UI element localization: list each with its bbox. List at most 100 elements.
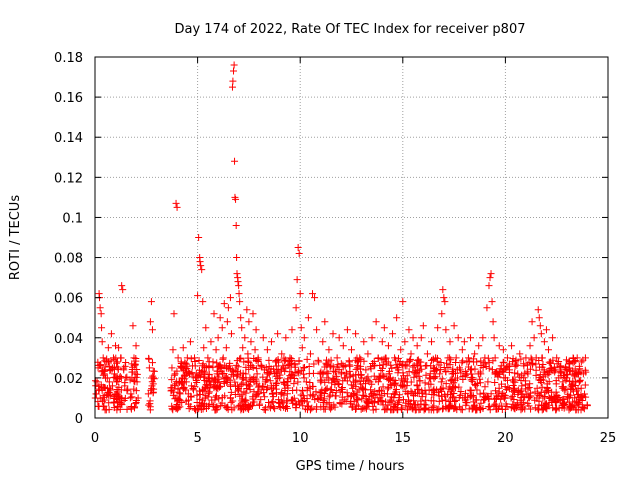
- data-points: [91, 61, 591, 414]
- data-point: [508, 342, 516, 350]
- data-point: [299, 364, 307, 372]
- data-point: [435, 405, 443, 413]
- data-point: [524, 370, 532, 378]
- data-point: [199, 386, 206, 394]
- data-point: [195, 405, 203, 413]
- data-point: [520, 374, 528, 382]
- data-point: [526, 342, 534, 350]
- data-point: [114, 358, 122, 366]
- data-point: [366, 392, 374, 400]
- data-point: [227, 398, 235, 406]
- data-point: [442, 380, 450, 388]
- data-point: [560, 386, 568, 394]
- data-point: [124, 385, 132, 393]
- data-point: [421, 362, 429, 370]
- data-point: [269, 397, 277, 405]
- data-point: [495, 342, 503, 350]
- data-point: [228, 83, 236, 91]
- data-point: [294, 244, 302, 252]
- data-point: [310, 360, 318, 368]
- data-point: [255, 390, 263, 398]
- data-point: [466, 393, 474, 401]
- data-point: [121, 382, 129, 390]
- data-point: [552, 406, 560, 414]
- data-point: [131, 360, 139, 368]
- data-point: [413, 342, 421, 350]
- data-point: [259, 382, 267, 390]
- data-point: [212, 346, 220, 354]
- data-point: [563, 394, 571, 402]
- data-point: [300, 334, 308, 342]
- data-point: [360, 392, 368, 400]
- data-point: [168, 405, 176, 413]
- data-point: [372, 318, 380, 326]
- data-point: [533, 384, 541, 392]
- data-point: [368, 334, 376, 342]
- data-point: [435, 392, 443, 400]
- data-point: [280, 364, 288, 372]
- data-point: [444, 354, 452, 362]
- data-point: [122, 358, 130, 366]
- data-point: [183, 365, 191, 373]
- data-point: [237, 314, 245, 322]
- data-point: [443, 359, 451, 367]
- data-point: [282, 356, 290, 364]
- data-point: [516, 396, 524, 404]
- data-point: [286, 354, 294, 362]
- data-point: [213, 403, 221, 411]
- data-point: [329, 330, 337, 338]
- data-point: [133, 365, 141, 373]
- data-point: [250, 388, 258, 396]
- data-point: [317, 370, 325, 378]
- data-point: [329, 374, 337, 382]
- data-point: [197, 262, 205, 270]
- data-point: [243, 384, 251, 392]
- data-point: [538, 354, 546, 362]
- data-point: [418, 393, 426, 401]
- data-point: [367, 386, 375, 394]
- data-point: [221, 374, 229, 382]
- data-point: [201, 394, 209, 402]
- data-point: [370, 362, 378, 370]
- data-point: [521, 393, 529, 401]
- data-point: [542, 326, 550, 334]
- data-point: [503, 354, 511, 362]
- data-point: [356, 354, 364, 362]
- data-point: [535, 397, 543, 405]
- data-point: [222, 404, 230, 412]
- data-point: [227, 381, 235, 389]
- data-point: [242, 389, 250, 397]
- data-point: [409, 334, 417, 342]
- data-point: [225, 362, 233, 370]
- data-point: [401, 338, 409, 346]
- data-point: [536, 322, 544, 330]
- data-point: [211, 382, 219, 390]
- data-point: [516, 388, 524, 396]
- data-point: [170, 371, 178, 379]
- data-point: [198, 399, 206, 407]
- data-point: [204, 402, 212, 410]
- data-point: [229, 397, 237, 405]
- data-point: [581, 354, 589, 362]
- data-point: [174, 385, 182, 393]
- data-point: [313, 403, 321, 411]
- data-point: [526, 389, 534, 397]
- data-point: [495, 384, 503, 392]
- data-point: [299, 402, 307, 410]
- data-point: [249, 395, 257, 403]
- data-point: [362, 397, 370, 405]
- data-point: [313, 326, 321, 334]
- data-point: [438, 375, 446, 383]
- data-point: [403, 382, 411, 390]
- data-point: [433, 354, 441, 362]
- data-point: [280, 379, 288, 387]
- data-point: [244, 357, 252, 365]
- data-point: [115, 344, 123, 352]
- data-point: [430, 368, 438, 376]
- data-point: [257, 396, 265, 404]
- data-point: [229, 77, 237, 85]
- data-point: [284, 384, 292, 392]
- data-point: [384, 342, 392, 350]
- data-point: [419, 322, 427, 330]
- data-point: [149, 374, 157, 382]
